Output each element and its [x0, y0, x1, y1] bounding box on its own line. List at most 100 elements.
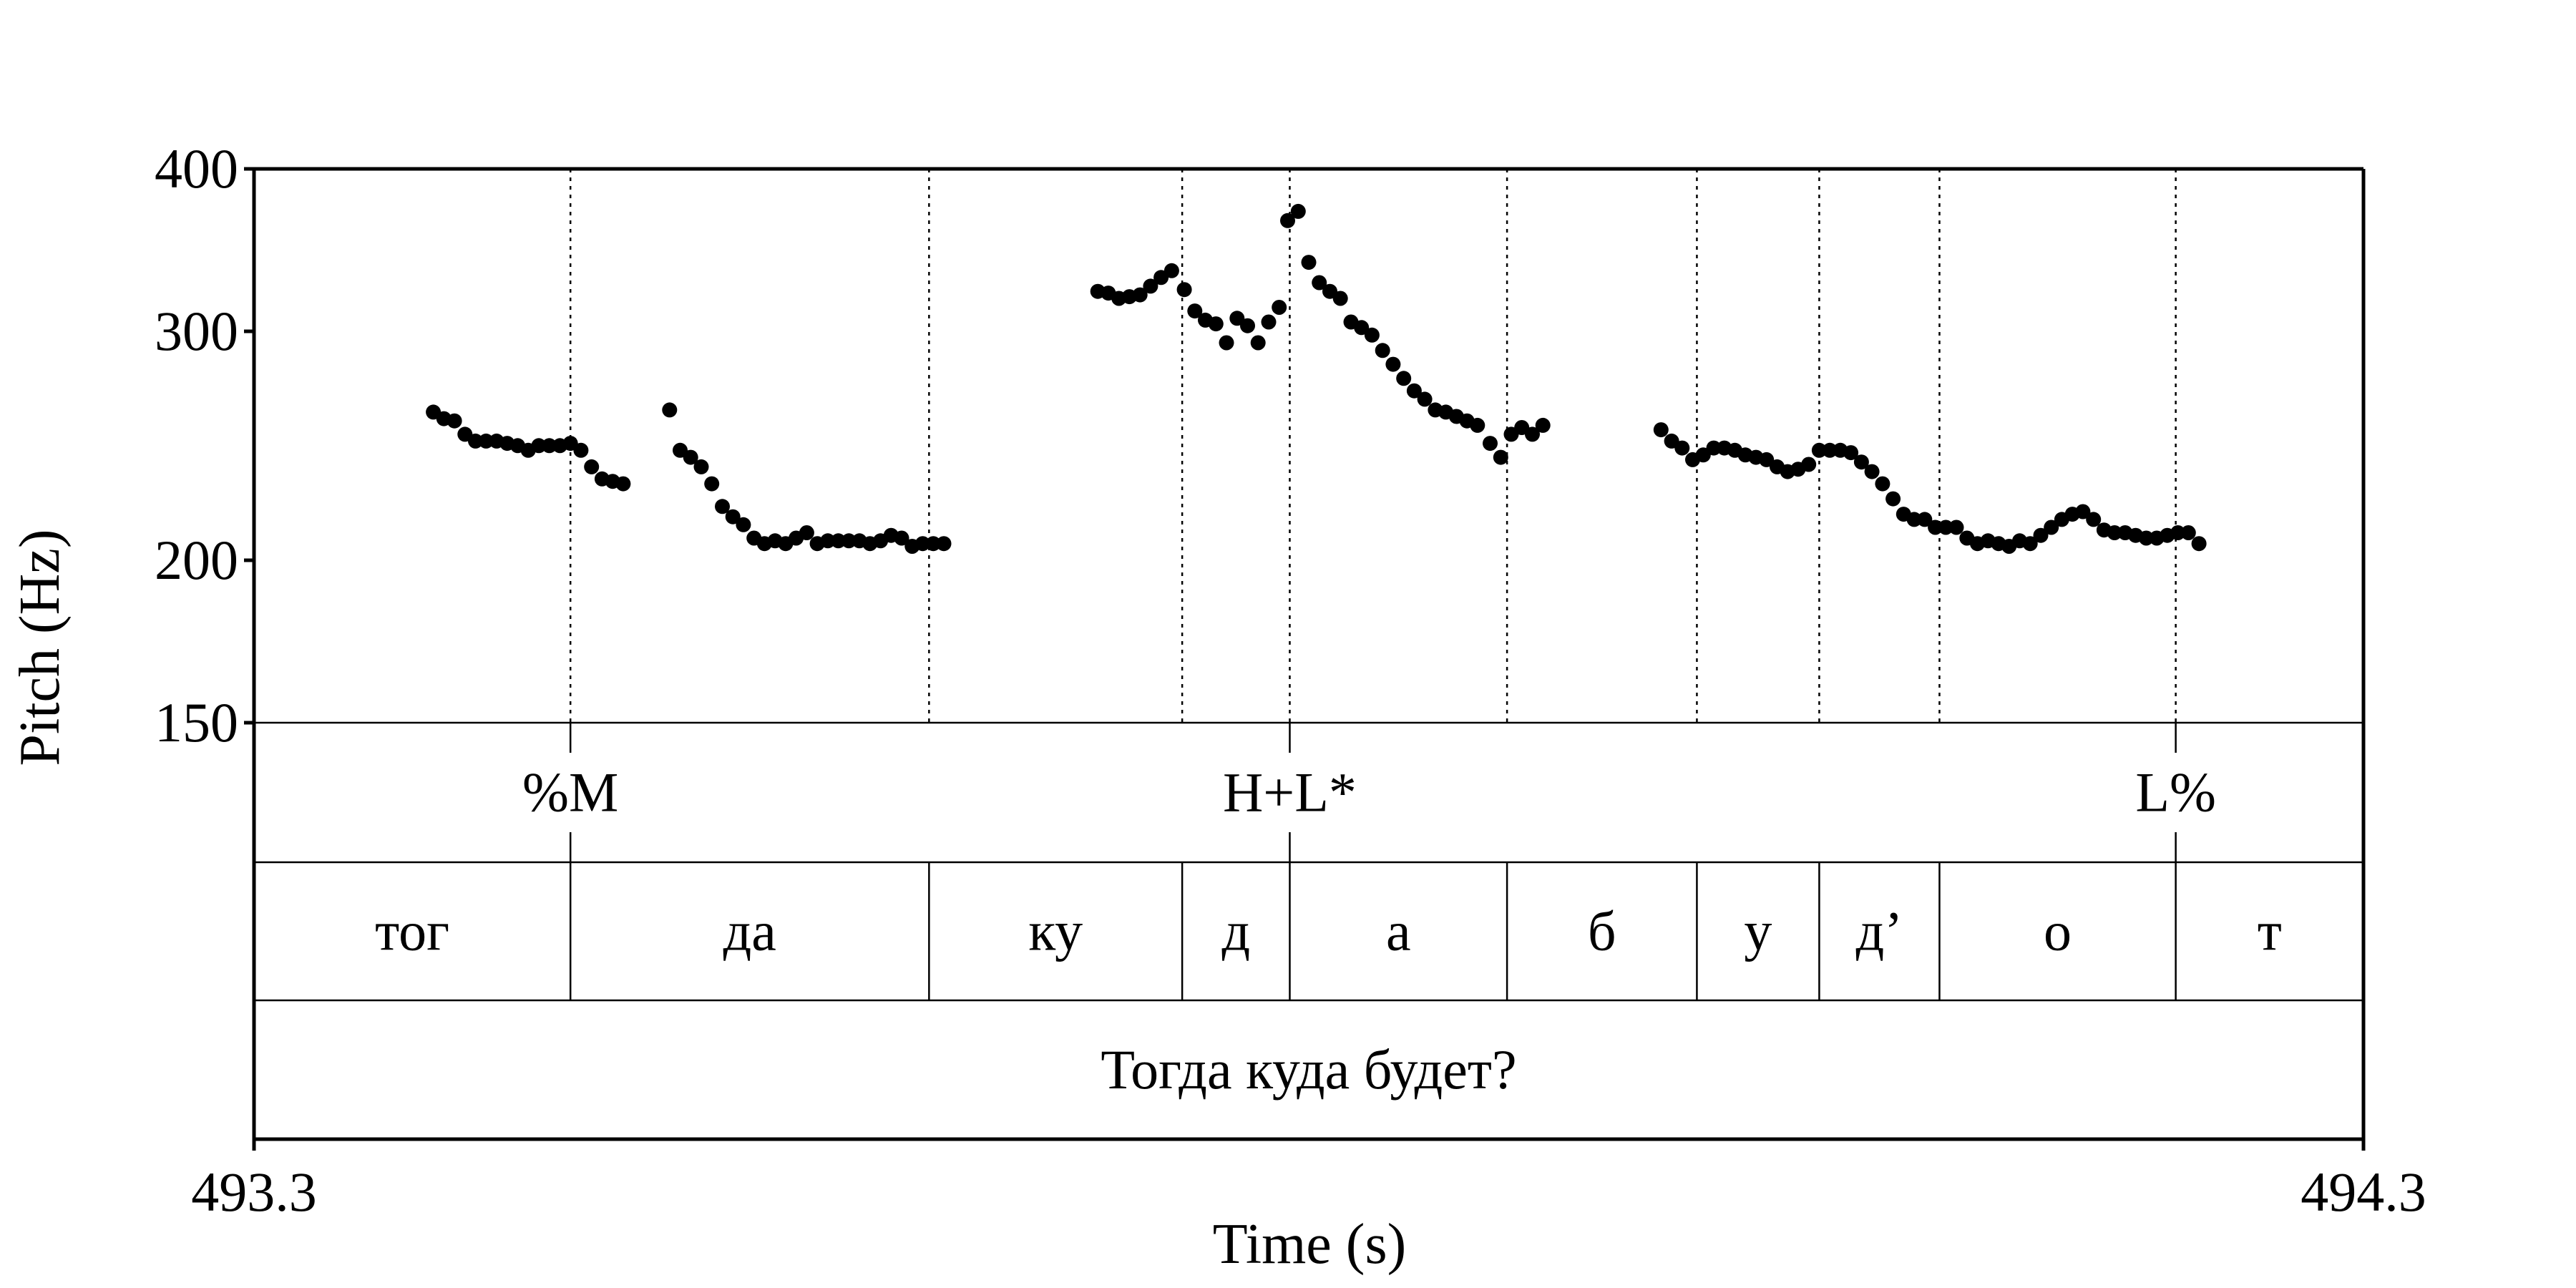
- pitch-point-14: [573, 442, 589, 458]
- pitch-point-94: [1706, 440, 1722, 456]
- pitch-point-104: [1811, 442, 1827, 458]
- tone-label-0: %M: [522, 761, 618, 824]
- pitch-point-138: [2170, 525, 2186, 540]
- pitch-point-26: [736, 517, 751, 532]
- tier-boundaries: [569, 169, 2177, 1000]
- segment-label-7: д’: [1856, 900, 1903, 962]
- pitch-point-75: [1396, 371, 1412, 386]
- y-tick-label-3: 400: [155, 137, 238, 200]
- pitch-point-63: [1272, 300, 1287, 315]
- x-tick-label-1: 494.3: [2301, 1161, 2426, 1223]
- pitch-point-60: [1240, 318, 1255, 333]
- pitch-point-21: [683, 449, 698, 465]
- pitch-point-22: [693, 459, 709, 474]
- pitch-point-116: [1938, 519, 1953, 535]
- pitch-point-64: [1280, 213, 1295, 228]
- pitch-point-72: [1364, 327, 1380, 343]
- pitch-point-41: [894, 530, 909, 546]
- pitch-point-34: [820, 533, 836, 549]
- pitch-point-140: [2191, 536, 2207, 552]
- pitch-point-43: [915, 536, 930, 552]
- pitch-point-125: [2033, 527, 2049, 543]
- pitch-point-82: [1470, 417, 1485, 433]
- pitch-point-19: [662, 402, 678, 418]
- pitch-point-57: [1208, 316, 1224, 332]
- pitch-point-87: [1525, 426, 1540, 442]
- pitch-point-15: [584, 459, 600, 474]
- pitch-point-10: [531, 438, 547, 454]
- pitch-point-105: [1822, 442, 1838, 458]
- plot-frame: [252, 167, 2366, 1141]
- pitch-point-35: [831, 533, 847, 549]
- pitch-point-109: [1864, 464, 1880, 479]
- segment-label-4: а: [1386, 900, 1411, 962]
- pitch-point-88: [1535, 417, 1551, 433]
- pitch-point-65: [1290, 203, 1306, 219]
- pitch-point-69: [1332, 291, 1348, 306]
- pitch-point-24: [715, 499, 730, 514]
- pitch-point-99: [1759, 452, 1775, 467]
- pitch-point-73: [1375, 343, 1390, 358]
- pitch-point-66: [1301, 255, 1317, 270]
- y-tick-label-2: 300: [155, 300, 238, 362]
- segment-label-0: тог: [375, 900, 449, 962]
- pitch-point-55: [1187, 303, 1203, 319]
- pitch-point-113: [1906, 512, 1922, 527]
- pitch-point-59: [1229, 311, 1245, 326]
- pitch-point-132: [2107, 525, 2122, 540]
- pitch-point-18: [615, 476, 631, 492]
- pitch-point-107: [1843, 445, 1859, 461]
- pitch-point-84: [1493, 449, 1508, 465]
- pitch-point-135: [2138, 530, 2154, 546]
- y-axis-label: Pitch (Hz): [9, 529, 72, 766]
- pitch-point-117: [1948, 519, 1964, 535]
- pitch-point-44: [925, 536, 941, 552]
- pitch-point-89: [1653, 422, 1669, 438]
- tone-label-1: H+L*: [1223, 761, 1357, 824]
- pitch-point-91: [1674, 440, 1690, 456]
- segment-label-2: ку: [1028, 900, 1083, 962]
- pitch-point-71: [1354, 320, 1370, 336]
- pitch-point-74: [1385, 356, 1401, 372]
- pitch-point-76: [1406, 383, 1422, 399]
- pitch-point-126: [2044, 519, 2059, 535]
- pitch-point-25: [725, 509, 741, 525]
- pitch-point-67: [1312, 275, 1327, 291]
- pitch-point-51: [1143, 278, 1158, 294]
- segment-label-9: т: [2258, 900, 2282, 962]
- pitch-point-129: [2075, 504, 2091, 519]
- segment-label-1: да: [723, 900, 776, 962]
- pitch-point-32: [799, 525, 814, 540]
- pitch-point-53: [1163, 263, 1179, 278]
- pitch-point-2: [447, 413, 462, 429]
- x-tick-label-0: 493.3: [191, 1161, 317, 1223]
- pitch-point-54: [1176, 282, 1192, 298]
- pitch-point-45: [936, 536, 952, 552]
- y-tick-label-1: 200: [155, 529, 238, 591]
- pitch-point-139: [2180, 525, 2196, 540]
- pitch-point-124: [2022, 536, 2038, 552]
- x-axis-ticks: 493.3 494.3: [191, 1139, 2426, 1223]
- pitch-point-108: [1853, 454, 1869, 470]
- pitch-point-62: [1261, 314, 1277, 330]
- pitch-point-4: [468, 433, 483, 449]
- utterance-label: Тогда куда будет?: [1101, 1038, 1516, 1101]
- x-axis-label: Time (s): [1213, 1213, 1406, 1276]
- segment-label-5: б: [1588, 900, 1616, 962]
- pitch-point-83: [1483, 436, 1498, 452]
- pitch-point-103: [1801, 457, 1817, 472]
- pitch-point-115: [1928, 519, 1943, 535]
- pitch-point-110: [1875, 476, 1890, 492]
- pitch-point-36: [841, 533, 857, 549]
- pitch-point-130: [2086, 512, 2102, 527]
- y-axis-ticks: 150 200 300 400: [155, 137, 254, 753]
- pitch-point-23: [704, 476, 720, 492]
- pitch-point-50: [1132, 287, 1148, 303]
- pitch-point-58: [1219, 335, 1234, 351]
- pitch-point-77: [1417, 391, 1433, 407]
- tone-label-2: L%: [2135, 761, 2216, 824]
- pitch-point-5: [478, 433, 494, 449]
- segment-label-6: у: [1744, 900, 1772, 962]
